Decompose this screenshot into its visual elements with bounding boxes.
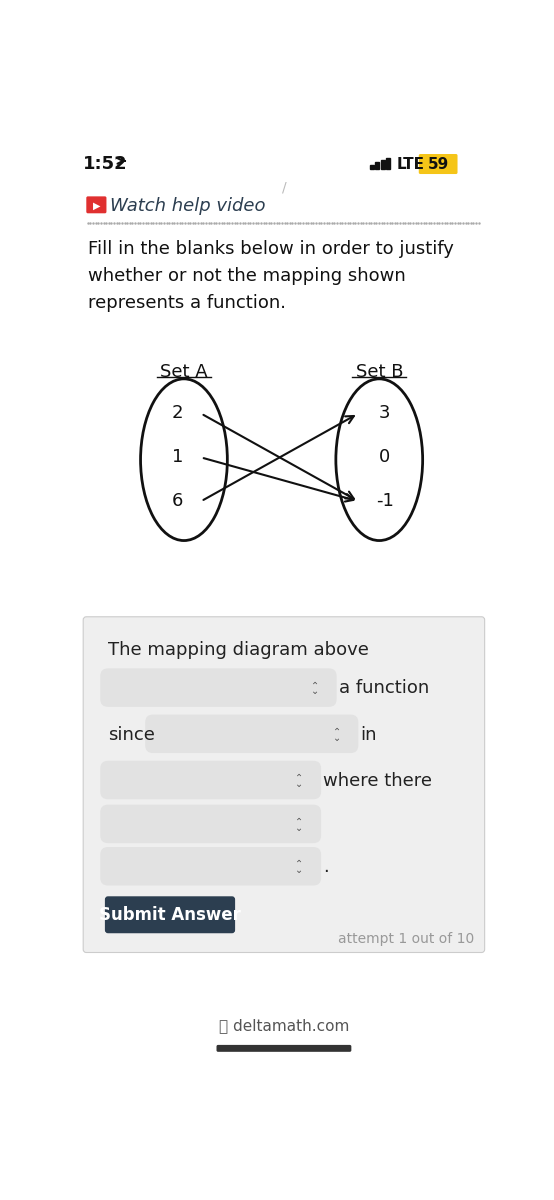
- FancyBboxPatch shape: [86, 197, 106, 214]
- Bar: [376, 162, 379, 169]
- Text: ⌄: ⌄: [311, 686, 319, 696]
- Text: attempt 1 out of 10: attempt 1 out of 10: [337, 932, 474, 947]
- Text: ⌄: ⌄: [295, 779, 304, 788]
- FancyBboxPatch shape: [83, 617, 485, 953]
- FancyBboxPatch shape: [100, 847, 321, 886]
- Text: Set B: Set B: [356, 362, 403, 380]
- Text: 3: 3: [379, 404, 391, 422]
- Text: /: /: [281, 181, 286, 194]
- FancyBboxPatch shape: [105, 896, 235, 934]
- Text: ⌃: ⌃: [332, 726, 341, 737]
- Bar: [386, 158, 390, 169]
- Bar: [370, 164, 374, 169]
- Text: -1: -1: [376, 492, 393, 510]
- Text: ⌃: ⌃: [295, 816, 304, 827]
- Text: 2: 2: [172, 404, 183, 422]
- Ellipse shape: [336, 379, 423, 540]
- Text: a function: a function: [339, 679, 429, 697]
- Text: where there: where there: [324, 772, 433, 790]
- Text: Watch help video: Watch help video: [110, 197, 266, 215]
- Text: Submit Answer: Submit Answer: [99, 906, 241, 924]
- Text: ▶: ▶: [93, 200, 100, 211]
- FancyBboxPatch shape: [145, 714, 358, 754]
- Text: 🔒 deltamath.com: 🔒 deltamath.com: [219, 1018, 349, 1033]
- FancyBboxPatch shape: [217, 1045, 351, 1052]
- Text: 1: 1: [172, 449, 183, 467]
- FancyBboxPatch shape: [100, 761, 321, 799]
- Text: since: since: [108, 726, 155, 744]
- Bar: [381, 160, 384, 169]
- Ellipse shape: [141, 379, 227, 540]
- Text: ⌃: ⌃: [295, 773, 304, 782]
- Text: Fill in the blanks below in order to justify
whether or not the mapping shown
re: Fill in the blanks below in order to jus…: [88, 240, 454, 312]
- Text: ⌃: ⌃: [311, 680, 319, 690]
- Text: 1:52: 1:52: [83, 155, 128, 173]
- Text: 0: 0: [379, 449, 391, 467]
- Text: ⌄: ⌄: [295, 823, 304, 833]
- Text: Set A: Set A: [160, 362, 208, 380]
- Text: LTE: LTE: [396, 156, 424, 172]
- Text: 59: 59: [428, 157, 449, 173]
- Text: ⌃: ⌃: [295, 859, 304, 869]
- FancyBboxPatch shape: [419, 154, 458, 174]
- Text: 6: 6: [172, 492, 183, 510]
- FancyBboxPatch shape: [100, 805, 321, 844]
- FancyBboxPatch shape: [100, 668, 337, 707]
- Text: in: in: [361, 726, 377, 744]
- Text: ⌄: ⌄: [332, 733, 341, 743]
- Text: .: .: [324, 858, 329, 876]
- Text: ⌄: ⌄: [295, 865, 304, 875]
- Text: The mapping diagram above: The mapping diagram above: [108, 642, 369, 660]
